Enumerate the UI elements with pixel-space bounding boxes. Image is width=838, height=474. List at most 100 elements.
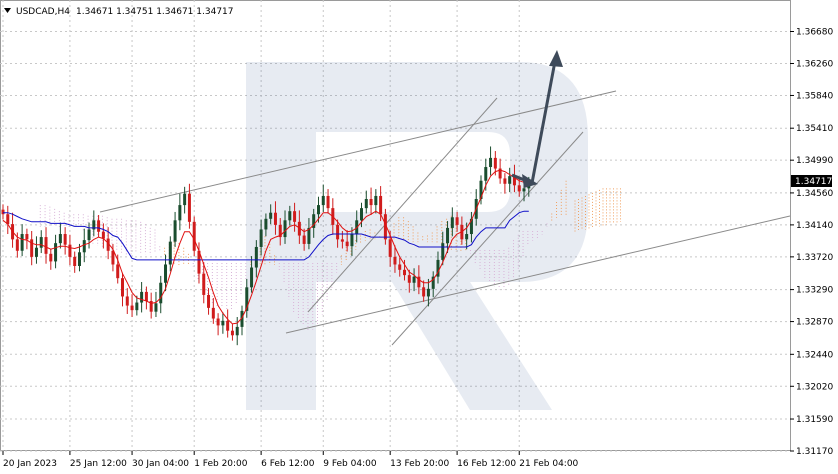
candle-body <box>326 195 330 209</box>
x-tick-label: 13 Feb 20:00 <box>390 459 449 469</box>
candle-body <box>278 224 282 238</box>
candle-body <box>202 273 206 295</box>
candle-body <box>140 291 144 303</box>
candle-body <box>350 234 354 247</box>
candle-body <box>77 252 81 266</box>
candle-body <box>503 178 507 184</box>
x-tick-label: 30 Jan 04:00 <box>132 459 189 469</box>
candle-body <box>44 237 48 254</box>
candle-body <box>374 195 378 206</box>
candle-body <box>407 275 411 283</box>
candle-body <box>441 243 445 260</box>
chart-title[interactable]: USDCAD,H4 1.34671 1.34751 1.34671 1.3471… <box>4 7 234 17</box>
y-tick-label: 1.35410 <box>796 124 833 134</box>
inner-channel-upper-line <box>307 97 498 313</box>
candle-body <box>450 217 454 228</box>
price-axis[interactable]: 1.36680 1.36260 1.35840 1.35410 1.34990 1.345… <box>790 28 833 457</box>
x-tick-label: 1 Feb 20:00 <box>194 459 248 469</box>
candle-body <box>369 199 373 206</box>
candle-body <box>345 241 349 247</box>
current-price-label: 1.34717 <box>795 177 832 187</box>
candle-body <box>159 282 163 304</box>
candle-body <box>130 305 134 311</box>
candle-body <box>226 320 230 331</box>
candle-body <box>92 220 96 230</box>
candle-body <box>259 229 263 247</box>
kijun-sen-line <box>3 210 529 261</box>
x-tick-label: 6 Feb 12:00 <box>261 459 315 469</box>
candle-body <box>484 167 488 181</box>
candle-body <box>293 211 297 222</box>
candle-body <box>183 193 187 206</box>
candle-body <box>426 288 430 297</box>
y-tick-label: 1.33720 <box>796 253 833 263</box>
dropdown-triangle-icon[interactable] <box>4 8 11 13</box>
candles <box>1 146 531 346</box>
x-tick-label: 25 Jan 12:00 <box>70 459 127 469</box>
candle-body <box>498 168 502 179</box>
candle-body <box>154 303 158 312</box>
y-tick-label: 1.36260 <box>796 59 833 69</box>
candle-body <box>360 208 363 221</box>
inner-channel-lower-line <box>391 131 584 346</box>
candle-body <box>111 250 115 265</box>
candle-body <box>58 234 62 244</box>
x-tick-label: 9 Feb 04:00 <box>323 459 377 469</box>
candle-body <box>269 212 273 219</box>
y-tick-label: 1.34140 <box>796 221 833 231</box>
candle-body <box>49 253 53 262</box>
candle-body <box>87 229 91 241</box>
candle-body <box>149 301 153 312</box>
candle-body <box>465 234 469 240</box>
symbol-label: USDCAD,H4 <box>16 7 70 17</box>
candle-body <box>30 239 34 257</box>
candle-body <box>63 234 67 245</box>
candle-body <box>302 235 306 244</box>
channel-lines <box>99 90 791 346</box>
forecast-up-arrowhead <box>549 50 563 67</box>
candle-body <box>216 318 220 326</box>
candle-body <box>15 239 19 251</box>
candle-body <box>168 241 172 265</box>
candle-body <box>312 214 316 228</box>
candle-body <box>517 185 521 192</box>
candle-body <box>73 256 77 266</box>
grid <box>0 0 790 452</box>
candle-body <box>240 310 244 327</box>
candle-body <box>412 276 416 283</box>
candle-body <box>106 238 110 251</box>
candle-body <box>379 195 383 215</box>
candle-body <box>479 180 483 200</box>
y-tick-label: 1.32870 <box>796 318 833 328</box>
candle-body <box>178 205 182 221</box>
time-axis[interactable]: 20 Jan 2023 25 Jan 12:00 30 Jan 04:00 1 Feb… <box>2 451 579 469</box>
y-tick-label: 1.35840 <box>796 91 833 101</box>
candle-body <box>489 157 493 168</box>
ohlc-values: 1.34671 1.34751 1.34671 1.34717 <box>76 7 234 17</box>
candle-body <box>121 278 124 297</box>
candle-body <box>522 188 526 192</box>
forecast-dip-arrowhead <box>522 174 538 188</box>
candle-body <box>1 209 5 215</box>
candle-body <box>245 287 249 311</box>
candle-body <box>187 193 191 222</box>
candle-body <box>211 307 215 319</box>
candle-body <box>197 250 201 274</box>
candle-body <box>39 237 43 248</box>
candle-body <box>340 239 344 242</box>
candle-body <box>25 234 29 240</box>
candle-body <box>144 291 148 302</box>
candle-body <box>383 214 387 240</box>
candle-body <box>97 220 101 232</box>
candle-body <box>273 212 277 225</box>
candle-body <box>388 239 392 257</box>
y-tick-label: 1.31590 <box>796 415 833 425</box>
candle-body <box>34 247 38 257</box>
candle-body <box>235 326 239 336</box>
candle-body <box>173 220 177 242</box>
candle-body <box>321 195 325 206</box>
indicator-lines <box>2 169 529 325</box>
candle-body <box>512 176 516 186</box>
candle-body <box>221 320 225 326</box>
